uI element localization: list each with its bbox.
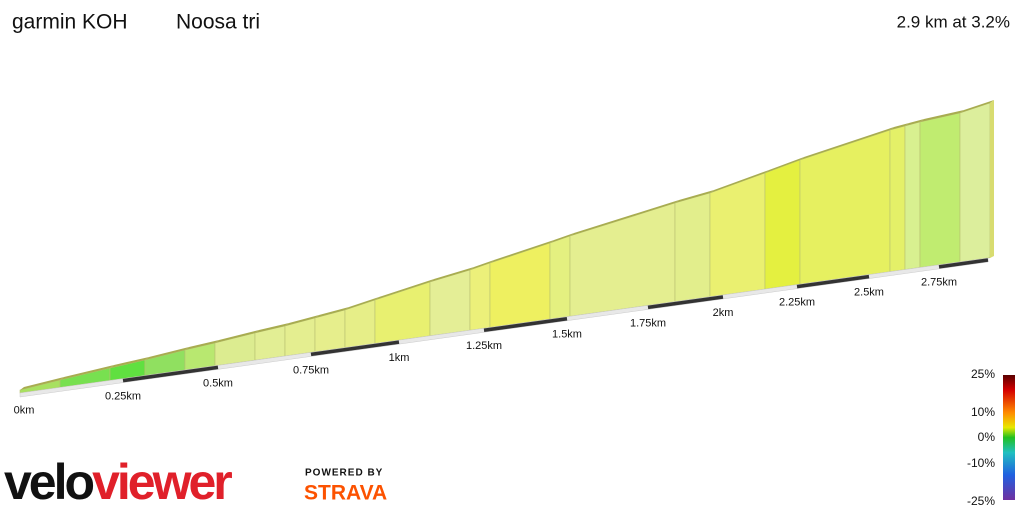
distance-label: 1km — [389, 352, 410, 364]
distance-label: 0.25km — [105, 391, 141, 403]
distance-label: 0km — [14, 404, 35, 416]
legend-label: 0% — [978, 430, 996, 444]
distance-label: 1.5km — [552, 329, 582, 341]
legend-label: -10% — [967, 456, 995, 470]
distance-band — [310, 340, 400, 357]
gradient-legend: 25% 10% 0% -10% -25% — [967, 367, 995, 508]
distance-label: 2.5km — [854, 287, 884, 299]
powered-by: POWERED BY — [305, 468, 383, 479]
profile-segment — [374, 281, 431, 344]
strava: STRAVA — [304, 482, 387, 505]
logo: veloviewer — [4, 454, 232, 510]
profile-ridge — [710, 170, 769, 193]
elevation-profile — [19, 100, 994, 398]
distance-label: 0.5km — [203, 377, 233, 389]
distance-band — [122, 365, 219, 383]
distance-band — [796, 274, 870, 289]
profile-ridge — [960, 100, 994, 113]
profile-segment — [764, 159, 801, 290]
logo-viewer: viewer — [92, 454, 232, 510]
profile-ridge — [490, 240, 554, 263]
profile-ridge — [570, 200, 679, 236]
profile-segment — [569, 202, 676, 317]
distance-label: 2.75km — [921, 277, 957, 289]
distance-label: 1.75km — [630, 317, 666, 329]
profile-ridge — [255, 323, 289, 333]
distance-label: 0.75km — [293, 364, 329, 376]
profile-ridge — [800, 127, 894, 160]
legend-label: 25% — [971, 367, 995, 381]
profile-ridge — [215, 330, 259, 343]
gradient-legend-bar — [1003, 375, 1015, 500]
profile-ridge — [675, 190, 714, 203]
profile-ridge — [375, 279, 434, 300]
profile-ridge — [185, 340, 219, 350]
profile-ridge — [345, 297, 379, 310]
profile-segment — [799, 129, 891, 285]
profile-ridge — [920, 110, 964, 122]
profile-side — [990, 100, 994, 258]
profile-segment — [469, 262, 491, 331]
profile-segment — [959, 102, 991, 263]
legend-label: 10% — [971, 405, 995, 419]
profile-ridge — [145, 347, 189, 360]
distance-labels: 0km 0.25km 0.5km 0.75km 1km 1.25km 1.5km 1.75km… — [14, 277, 957, 417]
profile-segment — [549, 235, 571, 320]
legend-label: -25% — [967, 494, 995, 508]
profile-segment — [489, 242, 551, 328]
profile-ridge — [60, 365, 114, 380]
profile-ridge — [905, 119, 924, 126]
distance-band — [483, 316, 568, 333]
summary: 2.9 km at 3.2% — [897, 12, 1010, 31]
distance-label: 2km — [713, 307, 734, 319]
distance-band — [647, 295, 724, 310]
profile-ridge — [430, 267, 474, 282]
profile-ridge — [285, 315, 319, 326]
logo-velo: velo — [4, 454, 94, 510]
segment-name: Noosa tri — [176, 11, 260, 34]
distance-band — [938, 258, 989, 269]
profile-segment — [674, 192, 711, 302]
profile-ridge — [20, 377, 64, 390]
profile-ridge — [550, 233, 574, 243]
profile-segment — [919, 112, 961, 268]
profile-ridge — [110, 357, 149, 368]
profile-ridge — [470, 260, 494, 270]
distance-label: 2.25km — [779, 297, 815, 309]
title: garmin KOH — [12, 11, 128, 34]
profile-ridge — [765, 157, 804, 173]
profile-ridge — [890, 123, 909, 130]
profile-segment — [889, 125, 906, 273]
profile-ridge — [315, 307, 349, 318]
distance-label: 1.25km — [466, 340, 502, 352]
profile-segment — [709, 172, 766, 298]
profile-segment — [904, 121, 921, 270]
